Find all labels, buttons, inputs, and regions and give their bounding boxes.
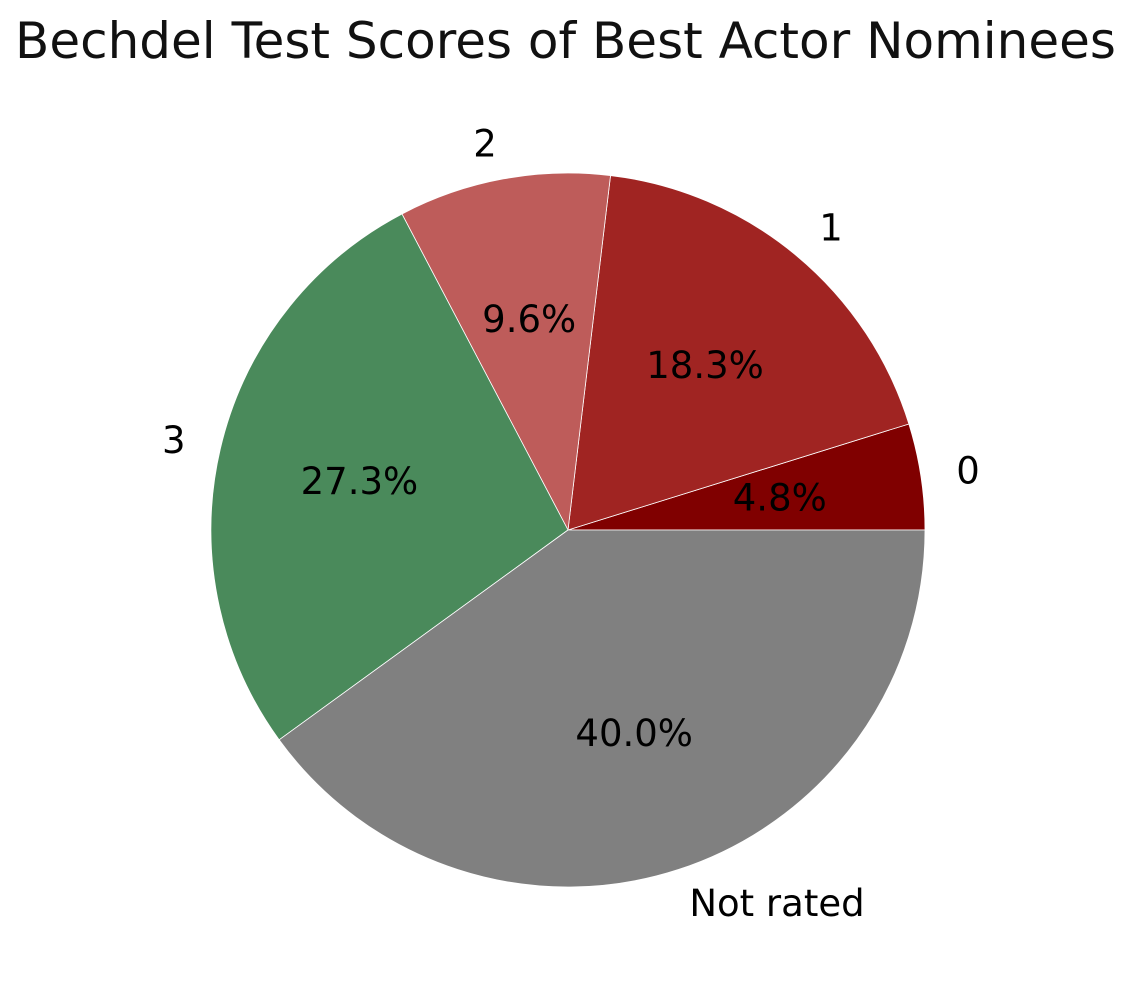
slice-percent-label: 9.6%: [482, 298, 576, 341]
slice-category-label: 2: [473, 122, 497, 165]
pie-slice-not-rated: [278, 529, 926, 888]
pie-slice-2: [401, 172, 611, 532]
slice-percent-label: 27.3%: [301, 460, 419, 503]
slice-category-label: Not rated: [689, 882, 864, 925]
slice-category-label: 3: [162, 419, 186, 462]
chart-title: Bechdel Test Scores of Best Actor Nomine…: [15, 12, 1116, 70]
slice-category-label: 0: [956, 450, 980, 493]
slice-percent-label: 18.3%: [646, 344, 764, 387]
slice-percent-label: 4.8%: [733, 476, 827, 519]
pie-slice-1: [567, 175, 910, 531]
slice-category-label: 1: [819, 207, 843, 250]
slice-percent-label: 40.0%: [575, 712, 693, 755]
pie-slice-3: [210, 213, 569, 741]
